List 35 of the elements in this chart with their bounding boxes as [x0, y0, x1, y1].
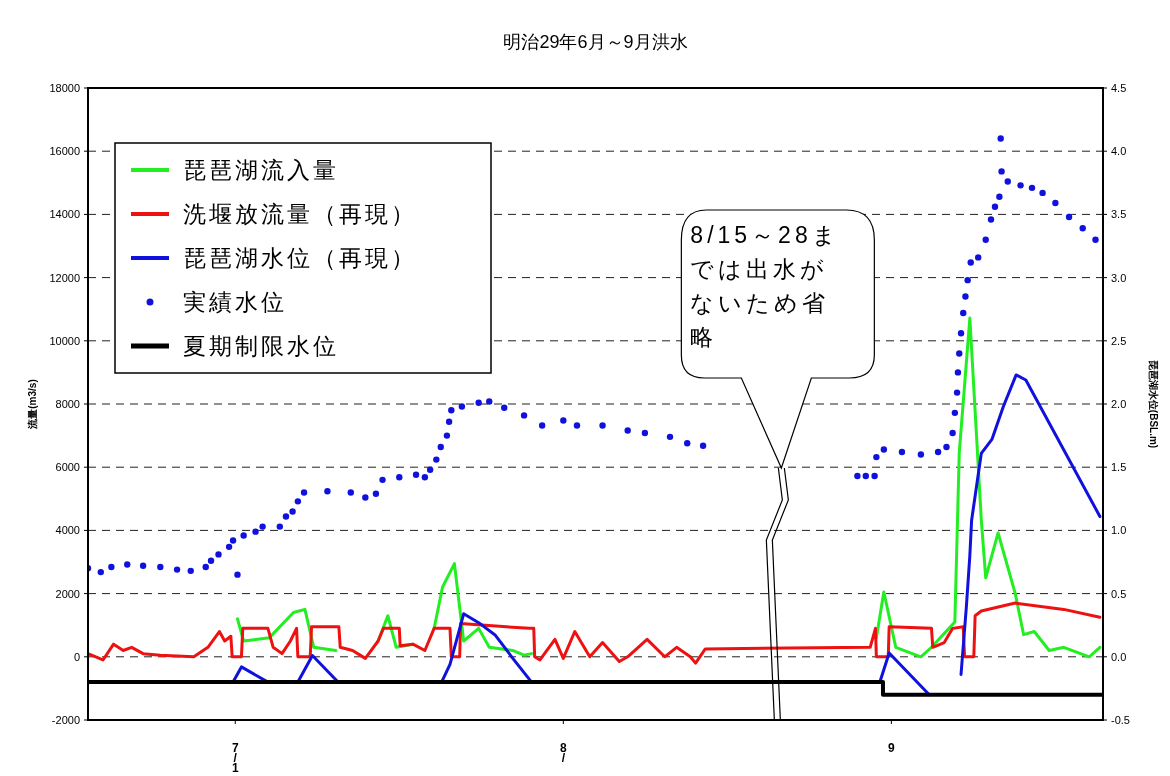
x-tick-label: 8/: [559, 741, 567, 765]
legend-label: 琵琶湖水位（再現）: [183, 245, 417, 271]
y-tick-label: 8000: [55, 398, 80, 410]
y2-tick-label: -0.5: [1111, 714, 1130, 726]
y-tick-label: 16000: [49, 145, 80, 158]
y-tick-label: 4000: [55, 524, 80, 537]
y2-tick-label: 3.0: [1111, 271, 1127, 284]
y-tick-label: 2000: [55, 587, 80, 600]
y-tick-label: 12000: [49, 271, 80, 284]
y-tick-label: 6000: [55, 461, 80, 474]
legend-label: 実績水位: [183, 289, 287, 315]
y2-tick-label: 1.5: [1111, 461, 1127, 474]
legend-label: 洗堰放流量（再現）: [183, 201, 417, 227]
y2-tick-label: 3.5: [1111, 208, 1127, 221]
x-tick-label: 9: [888, 741, 896, 755]
y2-tick-label: 4.0: [1111, 145, 1127, 158]
y2-tick-label: 2.5: [1111, 334, 1127, 347]
y2-tick-label: 4.5: [1111, 82, 1127, 94]
y-axis-title: 流量(m3/s): [27, 379, 38, 430]
y-tick-label: 18000: [49, 82, 80, 94]
legend-label: 夏期制限水位: [183, 333, 339, 359]
legend-label: 琵琶湖流入量: [183, 157, 339, 183]
chart-title: 明治29年6月～9月洪水: [503, 32, 688, 52]
y-tick-label: 10000: [49, 334, 80, 347]
callout: 8/15～28までは出水がないため省略: [680, 209, 875, 469]
y2-tick-label: 0.0: [1111, 650, 1127, 663]
y-tick-label: 14000: [49, 208, 80, 221]
y-tick-label: 0: [73, 650, 80, 663]
x-tick-label: 7/1: [231, 741, 239, 775]
y2-tick-label: 2.0: [1111, 398, 1127, 410]
y-tick-label: -2000: [51, 714, 80, 726]
annotation: 8/15～28までは出水がないため省略: [690, 221, 841, 352]
y2-axis-title: 琵琶湖水位(BSL.m): [1148, 359, 1159, 449]
y2-tick-label: 0.5: [1111, 587, 1127, 600]
y2-tick-label: 1.0: [1111, 524, 1127, 537]
